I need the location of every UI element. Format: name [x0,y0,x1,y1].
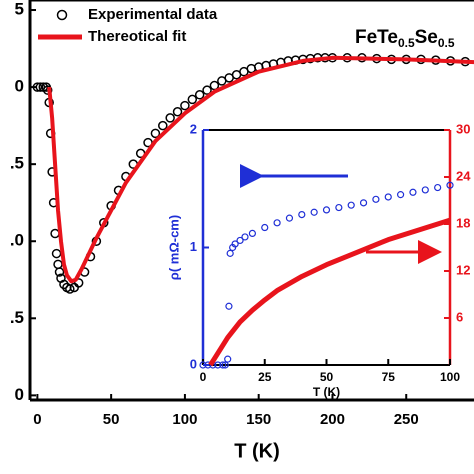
data-point [285,214,294,222]
data-point [372,195,380,203]
y2-tick-label: 18 [456,215,470,230]
data-point [446,181,454,189]
data-point [409,188,417,196]
data-point [158,120,168,131]
annotation-part: Se [415,27,438,48]
y-tick-label: .5 [10,308,24,327]
x-tick-label: 200 [320,411,345,428]
legend-label: Experimental data [88,6,218,23]
data-point [187,94,198,105]
x-tick-label: 50 [103,411,120,428]
data-point [199,361,207,369]
data-point [224,355,232,363]
data-point [310,208,318,216]
data-point [65,284,75,294]
y-tick-label: 1 [190,239,197,254]
data-point [214,361,222,369]
data-point [322,206,331,214]
data-point [236,236,244,245]
y-tick-label: 2 [190,121,197,136]
y-tick-label: .5 [10,154,24,173]
inset-background [203,130,450,365]
x-axis-label: T (K) [234,440,280,462]
x-tick-label: 250 [394,411,419,428]
annotation-part: 0.5 [438,36,455,50]
y-tick-label: 5 [15,0,24,19]
data-point [202,85,212,95]
data-point [248,229,256,237]
y-tick-label: 0 [15,385,24,404]
data-point [53,259,63,270]
x-tick-label: 150 [246,411,271,428]
data-line [208,217,451,367]
x-axis-label: T (K) [313,385,340,399]
x-tick-label: 0 [200,370,207,384]
x-tick-label: 50 [320,370,334,384]
legend-label: Thereotical fit [88,28,186,45]
data-point [359,199,368,207]
data-point [73,278,84,288]
y2-tick-label: 12 [456,262,470,277]
data-point [51,248,62,259]
data-point [397,191,405,199]
data-point [194,90,205,100]
data-point [226,249,234,257]
data-point [42,85,53,95]
y2-tick-label: 30 [456,121,470,136]
data-point [241,233,249,241]
data-point [59,279,69,290]
y-tick-label: .0 [10,231,24,250]
data-point [384,193,392,201]
data-point [434,183,442,192]
annotation-part: 0.5 [398,36,415,50]
data-point [32,82,43,92]
legend-symbol [56,9,68,21]
data-point [261,223,269,232]
data-point [165,113,175,123]
data-point [225,302,233,310]
data-point [150,128,161,139]
data-point [298,211,306,219]
annotation: FeTe0.5Se0.5 [355,27,455,50]
data-point [180,100,190,111]
data-line [47,55,474,284]
y-tick-label: 0 [15,77,24,96]
data-point [219,361,227,369]
y2-tick-label: 6 [456,309,463,324]
data-point [54,267,65,277]
x-tick-label: 25 [258,370,272,384]
data-point [421,186,429,194]
y-axis-label: ρ( mΩ-cm) [166,215,181,280]
y2-tick-label: 24 [456,168,471,183]
y-tick-label: 0 [190,356,197,371]
data-point [172,107,183,117]
annotation-part: FeTe [355,27,398,48]
data-point [231,240,239,248]
data-point [273,219,281,227]
x-tick-label: 0 [33,411,41,428]
data-point [335,203,343,212]
x-tick-label: 100 [440,370,460,384]
data-point [347,201,355,209]
x-tick-label: 75 [382,370,396,384]
x-tick-label: 100 [172,411,197,428]
data-point [50,228,60,239]
data-point [221,361,229,369]
